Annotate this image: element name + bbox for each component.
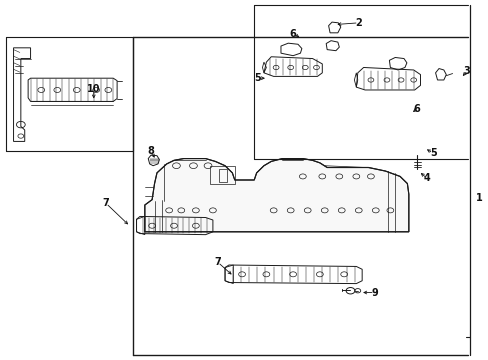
Text: 5: 5 [429,148,436,158]
Text: 9: 9 [371,288,377,297]
Text: 1: 1 [475,193,482,203]
Text: 5: 5 [254,73,261,83]
Text: 10: 10 [87,84,101,94]
Text: 8: 8 [147,147,154,157]
Text: 6: 6 [289,28,296,39]
Polygon shape [144,158,408,232]
Text: 7: 7 [102,198,109,208]
Text: 7: 7 [214,257,221,267]
Text: 2: 2 [355,18,362,28]
Text: 3: 3 [463,66,469,76]
Text: 4: 4 [423,173,429,183]
Text: 6: 6 [413,104,420,113]
